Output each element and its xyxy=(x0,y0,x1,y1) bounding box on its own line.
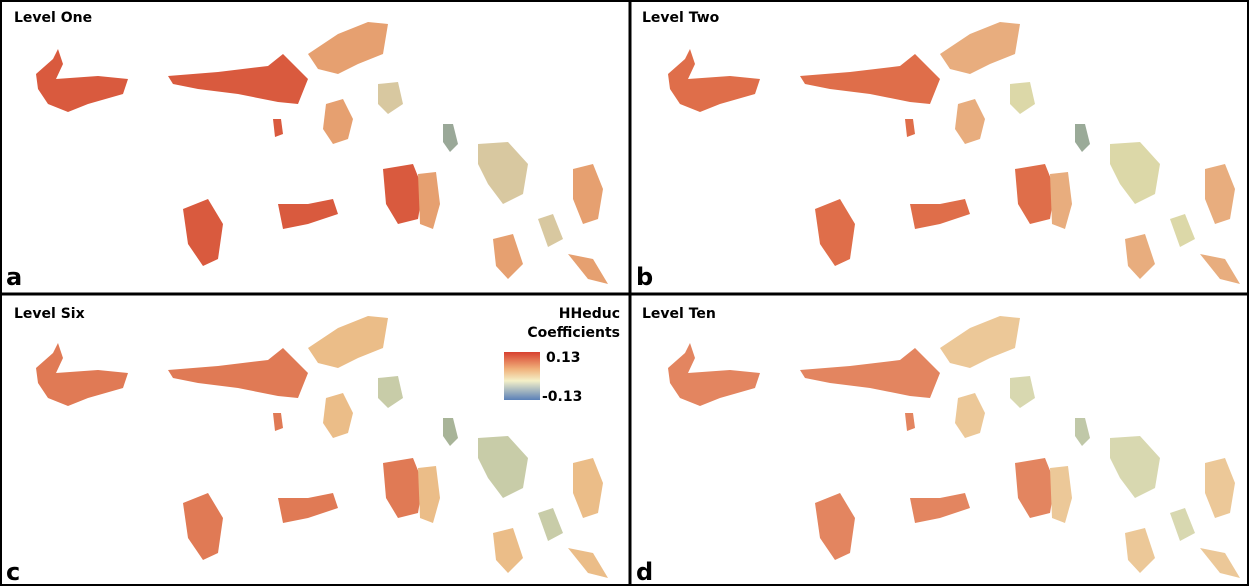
legend-title: HHeduc xyxy=(559,306,620,322)
panel-title: Level Two xyxy=(642,10,720,26)
legend-title: Coefficients xyxy=(527,325,620,341)
regions xyxy=(668,22,1240,284)
panel-title: Level Ten xyxy=(642,306,716,322)
panel-letter: b xyxy=(636,263,653,291)
map xyxy=(668,316,1240,578)
legend-ramp xyxy=(504,352,540,400)
legend-max: 0.13 xyxy=(546,350,581,366)
figure: Level One Level Two Level Six Level Ten … xyxy=(0,0,1249,586)
panel-letter: c xyxy=(6,558,20,586)
legend-min: -0.13 xyxy=(542,389,582,405)
panel-letter: d xyxy=(636,558,653,586)
panel-letter: a xyxy=(6,263,22,291)
regions xyxy=(668,316,1240,578)
map xyxy=(668,22,1240,284)
panel-title: Level One xyxy=(14,10,92,26)
regions xyxy=(36,22,608,284)
page: Level One Level Two Level Six Level Ten … xyxy=(0,0,1249,586)
map xyxy=(36,22,608,284)
panel-title: Level Six xyxy=(14,306,85,322)
